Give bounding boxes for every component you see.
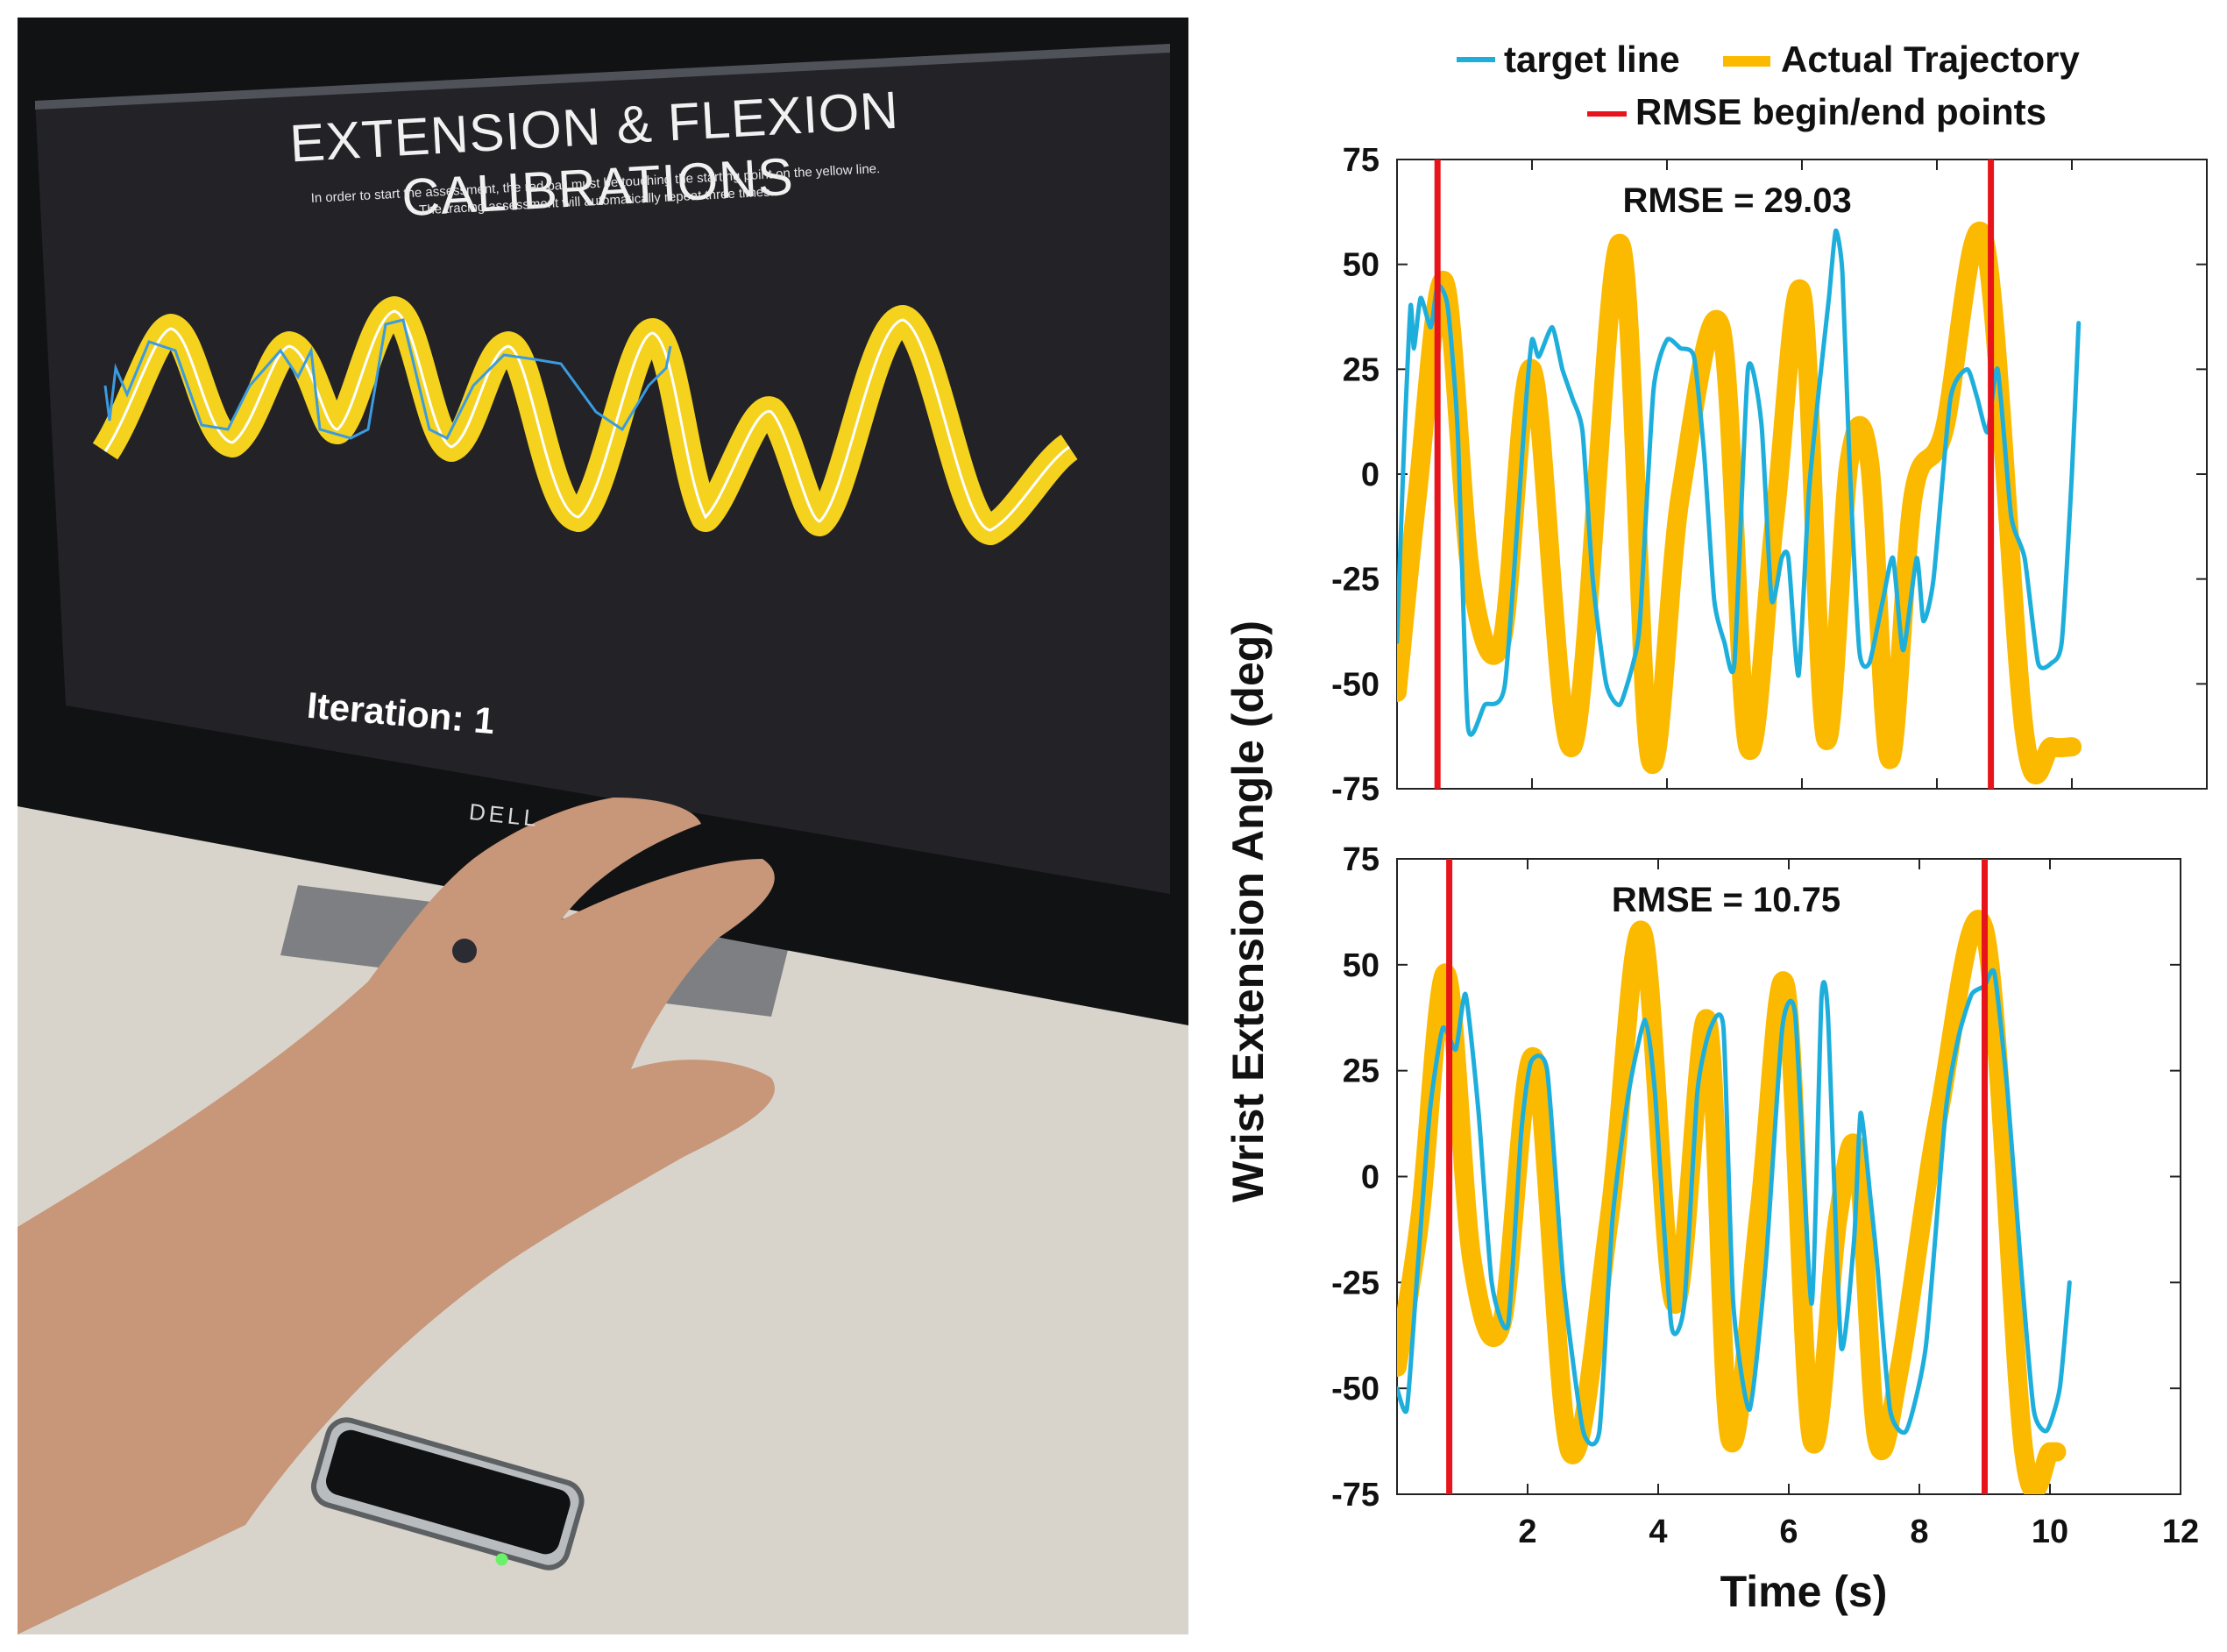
charts-panel: target line Actual Trajectory RMSE begin…	[1188, 0, 2227, 1652]
bottom-plot: 75 50 25 0 -25 -50 -75 2 4 6 8 10 12 RMSE = 10.75	[1331, 841, 2199, 1550]
y-tick-label: 75	[1343, 841, 1379, 878]
y-tick-label: -50	[1331, 666, 1379, 703]
y-tick-label: -50	[1331, 1371, 1379, 1407]
photo-illustration	[18, 18, 1188, 1634]
series-actual-trajectory	[1397, 221, 2082, 785]
x-tick-label: 10	[2032, 1514, 2068, 1550]
y-axis-title: Wrist Extension Angle (deg)	[1223, 620, 1273, 1202]
x-axis-title: Time (s)	[1720, 1567, 1888, 1616]
x-tick-label: 2	[1518, 1514, 1536, 1550]
legend-label-rmse-points: RMSE begin/end points	[1635, 91, 2046, 132]
screen-window-bar	[35, 44, 1170, 110]
y-tick-label: 0	[1361, 1159, 1379, 1196]
leap-motion-sensor	[311, 1417, 585, 1570]
y-tick-label: 25	[1343, 1053, 1379, 1090]
y-tick-label: -75	[1331, 771, 1379, 808]
x-tick-label: 4	[1649, 1514, 1667, 1550]
y-tick-label: 50	[1343, 947, 1379, 984]
y-tick-label: 75	[1343, 142, 1379, 179]
rmse-annotation: RMSE = 10.75	[1612, 881, 1840, 919]
screen-blue-trace	[103, 318, 672, 441]
series-target-line	[1397, 228, 2082, 737]
x-tick-label: 12	[2162, 1514, 2199, 1550]
x-tick-label: 8	[1910, 1514, 1928, 1550]
x-tick-label: 6	[1779, 1514, 1798, 1550]
screen-white-centerline	[103, 309, 1070, 532]
legend-label-actual-trajectory: Actual Trajectory	[1781, 39, 2080, 80]
y-tick-label: -25	[1331, 1265, 1379, 1301]
y-tick-label: -25	[1331, 562, 1379, 599]
hand-and-arm	[18, 798, 775, 1634]
y-tick-label: 50	[1343, 247, 1379, 284]
y-tick-label: -75	[1331, 1477, 1379, 1514]
charts-svg: target line Actual Trajectory RMSE begin…	[1223, 39, 2208, 1616]
ring	[452, 939, 477, 963]
legend: target line Actual Trajectory RMSE begin…	[1457, 39, 2080, 132]
y-tick-label: 0	[1361, 457, 1379, 493]
series-target-line	[1397, 968, 2072, 1447]
top-plot: 75 50 25 0 -25 -50 -75 RMSE = 29.03	[1331, 142, 2208, 808]
y-tick-label: 25	[1343, 351, 1379, 388]
legend-label-target-line: target line	[1504, 39, 1680, 80]
photo-panel: EXTENSION & FLEXION CALIBRATIONS In orde…	[18, 18, 1188, 1634]
series-actual-trajectory	[1397, 910, 2067, 1494]
rmse-annotation: RMSE = 29.03	[1622, 181, 1851, 220]
